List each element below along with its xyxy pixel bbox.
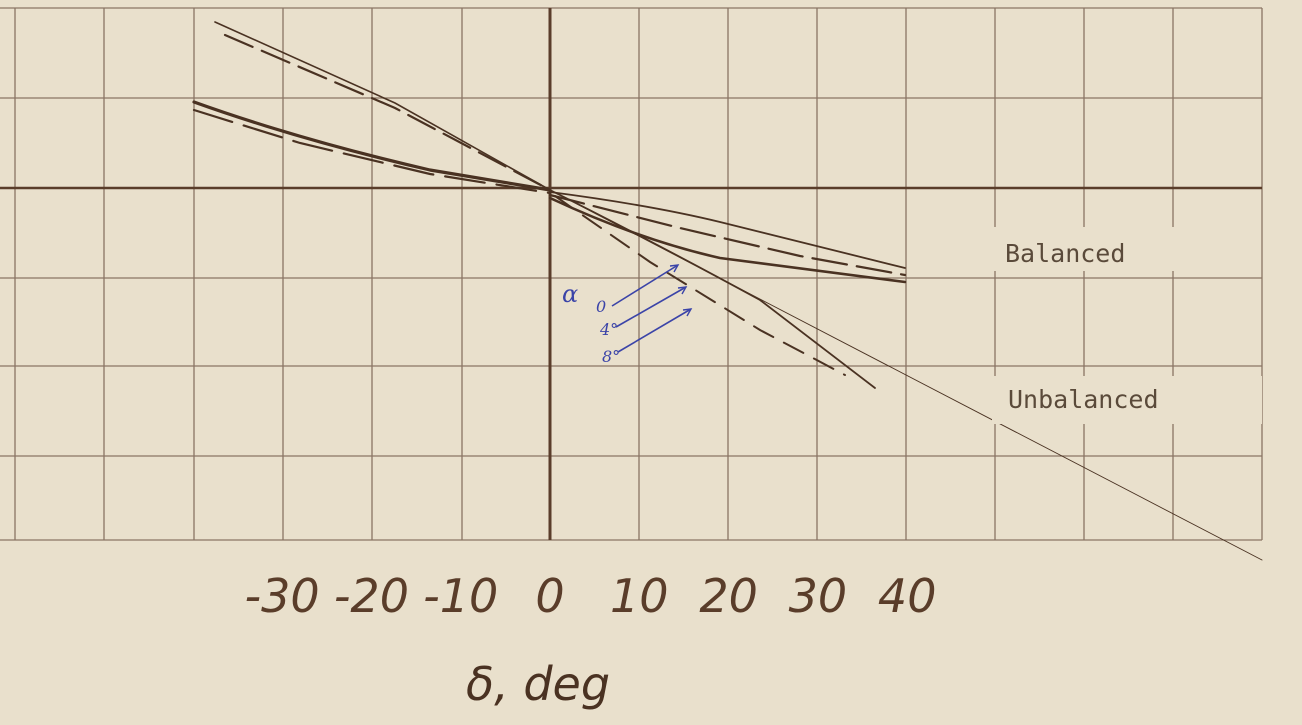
x-tick-label-4: 10 [610, 569, 669, 623]
curve-left-solid [192, 100, 552, 192]
curve-steep-faint [214, 21, 551, 191]
alpha-annotation: α 0 4° 8° [562, 264, 693, 366]
x-tick-label-5: 20 [699, 569, 758, 623]
unbalanced-label: Unbalanced [1008, 385, 1159, 414]
alpha-value-0: 0 [596, 297, 606, 316]
alpha-symbol: α [562, 280, 578, 308]
x-axis-title: δ, deg [466, 657, 610, 711]
tick-labels: -30 -20 -10 0 10 20 30 40 [245, 569, 937, 623]
x-tick-label-6: 30 [789, 569, 848, 623]
alpha-value-4: 4° [599, 320, 618, 339]
balanced-label-box: Balanced [992, 227, 1192, 271]
curve-left-dashed [192, 108, 552, 195]
alpha-arrow-4 [615, 286, 687, 328]
alpha-arrowhead-4 [677, 286, 688, 295]
x-tick-label-1: -20 [334, 569, 409, 623]
curve-steep-dashed [223, 33, 552, 192]
x-tick-label-0: -30 [245, 569, 320, 623]
x-tick-label-3: 0 [535, 569, 564, 623]
alpha-arrow-8 [617, 308, 692, 353]
alpha-arrowhead-0 [669, 264, 680, 273]
x-tick-label-2: -10 [423, 569, 498, 623]
curves [192, 21, 1263, 561]
curve-balanced-upper [549, 191, 906, 269]
curve-unbalanced-dashed [554, 195, 846, 376]
balanced-label: Balanced [1005, 239, 1125, 268]
unbalanced-label-box: Unbalanced [992, 376, 1262, 424]
alpha-arrow-0 [611, 264, 679, 307]
curve-balanced-dashed [548, 193, 907, 277]
x-tick-label-7: 40 [878, 569, 937, 623]
alpha-value-8: 8° [602, 347, 620, 366]
curve-unbalanced-extension [549, 189, 1263, 561]
alpha-arrowhead-8 [682, 308, 693, 317]
grid [0, 7, 1263, 541]
